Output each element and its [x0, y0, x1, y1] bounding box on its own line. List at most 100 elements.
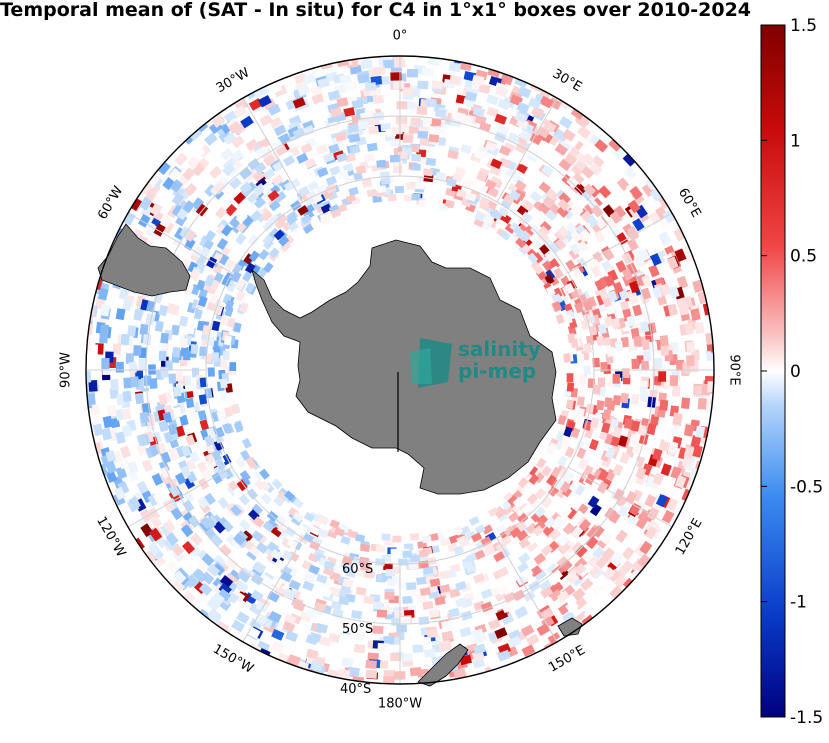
- data-cell: [600, 531, 613, 545]
- data-cell: [217, 496, 230, 510]
- data-cell: [130, 376, 139, 388]
- data-cell: [364, 82, 377, 92]
- meridian-label: 120°W: [93, 514, 128, 560]
- data-cell: [329, 165, 341, 176]
- data-cell: [357, 73, 370, 84]
- data-cell: [266, 541, 279, 553]
- data-cell: [402, 595, 413, 604]
- data-cell: [402, 550, 413, 558]
- meridian-label: 120°E: [673, 516, 706, 558]
- data-cell: [368, 125, 380, 135]
- data-cell: [277, 132, 291, 145]
- data-cell: [459, 525, 471, 536]
- data-cell: [566, 382, 575, 392]
- data-cell: [474, 524, 486, 535]
- data-cell: [534, 487, 547, 500]
- data-cell: [686, 355, 695, 367]
- data-cell: [425, 98, 437, 108]
- data-cell: [155, 491, 168, 505]
- data-cell: [280, 240, 292, 252]
- meridian-label: 30°W: [214, 65, 253, 96]
- data-cell: [229, 362, 237, 371]
- data-cell: [110, 378, 119, 391]
- data-cell: [585, 536, 599, 550]
- data-cell: [507, 132, 521, 144]
- data-cell: [564, 541, 578, 554]
- data-cell: [571, 373, 579, 383]
- data-cell: [428, 608, 440, 619]
- data-cell: [195, 255, 207, 268]
- logo-text-salinity: salinity: [458, 337, 541, 361]
- data-cell: [262, 520, 275, 533]
- data-cell: [628, 280, 640, 294]
- data-cell: [496, 124, 510, 136]
- data-cell: [648, 264, 660, 278]
- data-cell: [179, 337, 188, 349]
- data-cell: [372, 625, 384, 635]
- colorbar-tick-label: 1: [790, 131, 801, 151]
- data-cell: [315, 144, 328, 155]
- data-cell: [372, 601, 384, 610]
- data-cell: [127, 461, 139, 474]
- data-cell: [545, 268, 557, 280]
- data-cell: [316, 167, 329, 178]
- data-cell: [430, 118, 442, 128]
- data-cell: [139, 323, 149, 336]
- data-cell: [383, 562, 393, 571]
- map-title: Temporal mean of (SAT - In situ) for C4 …: [0, 0, 752, 21]
- data-cell: [218, 129, 232, 143]
- data-cell: [667, 269, 680, 283]
- data-cell: [697, 397, 707, 410]
- data-cell: [411, 153, 422, 162]
- meridian-label: 0°: [393, 29, 408, 44]
- data-cell: [658, 371, 667, 382]
- data-cell: [423, 648, 436, 658]
- data-cell: [410, 554, 421, 563]
- data-cell: [379, 171, 390, 180]
- data-cell: [604, 397, 613, 408]
- data-cell: [676, 359, 685, 371]
- label-50s: 50°S: [342, 622, 373, 637]
- data-cell: [366, 142, 378, 152]
- data-cell: [223, 132, 237, 146]
- data-cell: [664, 431, 675, 444]
- data-cell: [319, 215, 331, 226]
- colorbar-tick-label: 0.5: [790, 247, 817, 267]
- data-cell: [392, 126, 403, 135]
- data-cell: [571, 203, 584, 217]
- data-cell: [692, 279, 704, 293]
- data-cell: [271, 478, 283, 490]
- data-cell: [660, 344, 670, 356]
- data-cell: [365, 669, 378, 679]
- data-cell: [632, 304, 643, 317]
- data-cell: [387, 194, 397, 202]
- data-cell: [454, 166, 466, 177]
- data-cell: [607, 568, 621, 583]
- data-cell: [168, 373, 177, 384]
- data-cell: [269, 116, 283, 129]
- data-cell: [631, 358, 640, 370]
- data-cell: [406, 182, 416, 190]
- data-cell: [516, 512, 529, 525]
- data-cell: [262, 220, 274, 233]
- data-cell: [348, 186, 359, 196]
- data-cell: [694, 321, 705, 335]
- label-60s: 60°S: [342, 562, 373, 577]
- data-cell: [190, 532, 203, 546]
- data-cell: [302, 125, 315, 137]
- data-cell: [199, 346, 207, 357]
- data-cell: [121, 424, 132, 438]
- data-cell: [659, 334, 669, 347]
- data-cell: [201, 468, 213, 481]
- data-cell: [197, 496, 209, 509]
- data-cell: [623, 166, 638, 181]
- data-cell: [521, 211, 533, 223]
- data-cell: [319, 636, 332, 647]
- data-cell: [259, 114, 273, 127]
- data-cell: [315, 622, 329, 634]
- data-cell: [219, 391, 229, 402]
- data-cell: [590, 259, 602, 272]
- data-cell: [207, 367, 215, 377]
- data-cell: [394, 186, 405, 194]
- data-cell: [224, 203, 238, 217]
